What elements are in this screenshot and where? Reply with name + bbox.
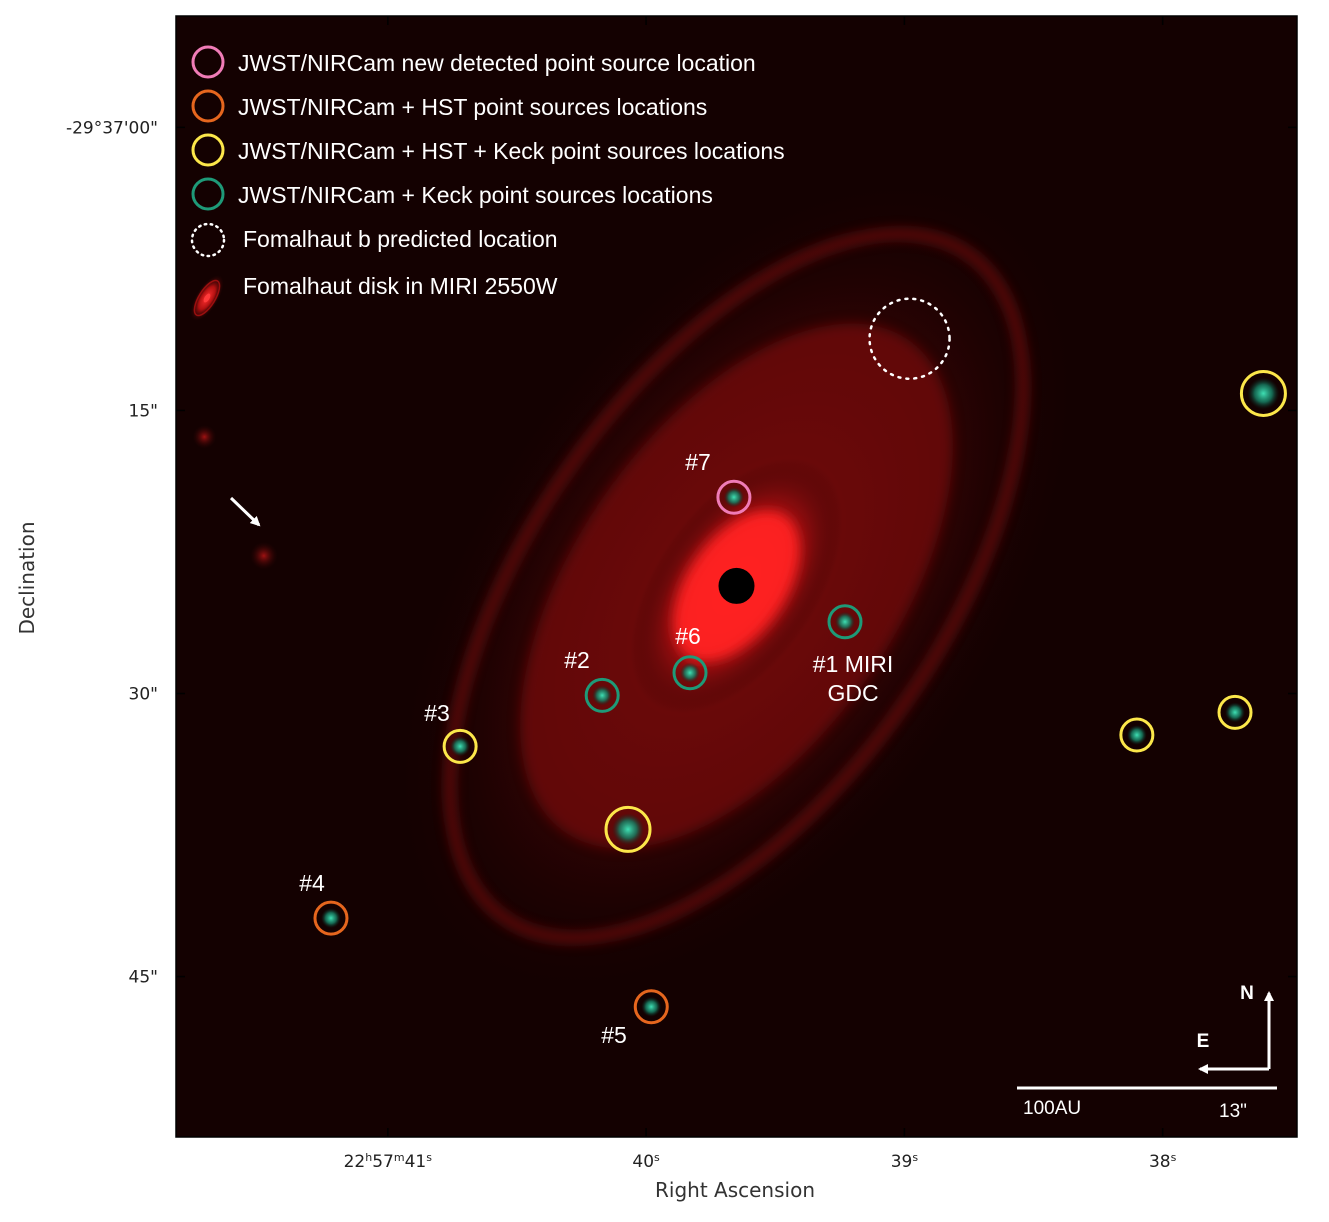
compass: N E: [1197, 983, 1274, 1074]
marker-s1-0: [313, 900, 349, 936]
marker-s3-0: [584, 677, 620, 713]
marker-s2-3: [1119, 717, 1155, 753]
legend-swatch-nircam-keck: [191, 177, 225, 211]
label-source-1-line2: GDC: [827, 680, 878, 706]
marker-s2-4: [1217, 694, 1253, 730]
point-source-s2-0: [450, 736, 471, 757]
fomalhaut-b-predicted-marker: [868, 297, 951, 380]
x-axis-title: Right Ascension: [655, 1178, 815, 1202]
plot-frame: [175, 15, 1298, 1138]
marker-s3-1: [672, 655, 708, 691]
x-tick-label-0: 22h57m41s: [344, 1151, 433, 1172]
compass-east-label: E: [1197, 1031, 1210, 1052]
point-source-s2-4: [1225, 702, 1246, 723]
point-source-s3-2: [834, 611, 855, 632]
marker-s0-0: [716, 479, 752, 515]
point-source-s3-0: [592, 685, 613, 706]
legend-label-new-detected: JWST/NIRCam new detected point source lo…: [238, 50, 756, 76]
legend-label-nircam-hst: JWST/NIRCam + HST point sources location…: [238, 94, 707, 120]
background-blob-2: [192, 424, 217, 449]
y-tick-label-0: -29°37'00": [66, 118, 158, 138]
point-source-s2-3: [1126, 725, 1147, 746]
legend-swatch-disk: [190, 275, 224, 321]
scale-bar-au-label: 100AU: [1023, 1098, 1081, 1119]
marker-s2-2: [1239, 369, 1287, 417]
label-source-5: #5: [601, 1022, 627, 1048]
scale-bar: 100AU 13": [1017, 1086, 1277, 1122]
x-tick-label-1: 40s: [632, 1151, 660, 1172]
label-source-3: #3: [424, 700, 450, 726]
legend-label-disk: Fomalhaut disk in MIRI 2550W: [243, 273, 558, 299]
x-tick-label-3: 38s: [1149, 1151, 1177, 1172]
point-source-s1-0: [320, 908, 341, 929]
legend-swatch-new-detected: [191, 45, 225, 79]
coronagraph-mask: [718, 567, 755, 604]
source-markers: [313, 369, 1287, 1025]
x-axis-ticks: 22h57m41s 40s 39s 38s: [344, 16, 1177, 1172]
disk-outer-ring: [444, 228, 1029, 943]
marker-s3-2: [827, 604, 863, 640]
legend-swatch-nircam-hst: [191, 89, 225, 123]
point-source-s1-1: [641, 996, 662, 1017]
legend-label-fomalhaut-b: Fomalhaut b predicted location: [243, 226, 558, 252]
y-tick-label-1: 15": [129, 401, 158, 421]
y-tick-label-3: 45": [129, 968, 158, 988]
point-source-s2-2: [1247, 377, 1280, 410]
point-sources: [320, 377, 1280, 1017]
x-tick-label-2: 39s: [891, 1151, 919, 1172]
marker-s2-0: [442, 728, 478, 764]
label-source-6: #6: [675, 623, 701, 649]
point-source-s0-0: [723, 487, 744, 508]
pointer-arrow: [229, 496, 261, 527]
label-source-2: #2: [564, 647, 590, 673]
marker-s1-1: [633, 989, 669, 1025]
point-source-s3-1: [680, 662, 701, 683]
legend-label-nircam-keck: JWST/NIRCam + Keck point sources locatio…: [238, 182, 713, 208]
marker-s2-1: [604, 805, 652, 853]
background-sources: [192, 424, 278, 570]
compass-north-label: N: [1240, 983, 1254, 1004]
label-source-1-line1: #1 MIRI: [813, 651, 894, 677]
legend-swatch-fomalhaut-b: [190, 222, 226, 258]
legend: JWST/NIRCam new detected point source lo…: [190, 45, 785, 321]
point-source-s2-1: [612, 813, 645, 846]
y-axis-title: Declination: [15, 521, 39, 634]
label-source-7: #7: [685, 449, 711, 475]
background-blob-1: [249, 541, 278, 570]
legend-swatch-nircam-hst-keck: [191, 133, 225, 167]
y-axis-ticks: -29°37'00" 15" 30" 45": [66, 118, 1297, 988]
scale-bar-arcsec-label: 13": [1219, 1101, 1247, 1122]
label-source-4: #4: [299, 870, 325, 896]
y-tick-label-2: 30": [129, 685, 158, 705]
legend-label-nircam-hst-keck: JWST/NIRCam + HST + Keck point sources l…: [238, 138, 785, 164]
